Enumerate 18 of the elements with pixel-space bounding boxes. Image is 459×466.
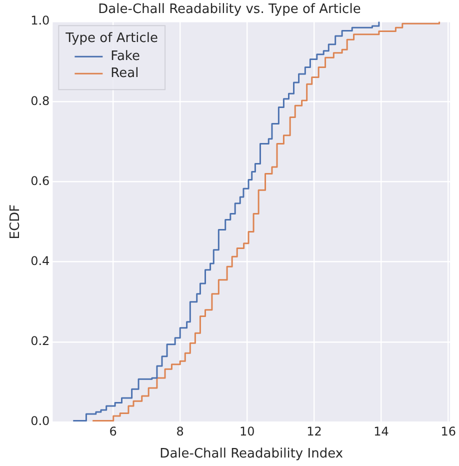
y-tick-label: 0.4	[30, 254, 50, 268]
x-tick-label: 6	[109, 424, 117, 438]
chart-title: Dale-Chall Readability vs. Type of Article	[98, 2, 361, 18]
y-tick-label: 0.0	[30, 414, 50, 428]
legend-title: Type of Article	[64, 30, 158, 46]
y-tick-label: 1.0	[30, 14, 50, 28]
x-tick-label: 10	[240, 424, 255, 438]
y-tick-label: 0.8	[30, 94, 50, 108]
y-tick-label: 0.6	[30, 174, 50, 188]
x-axis-title: Dale-Chall Readability Index	[160, 446, 344, 462]
legend-label: Fake	[110, 48, 140, 64]
x-tick-label: 16	[440, 424, 456, 438]
x-tick-label: 12	[306, 424, 322, 438]
x-tick-label: 8	[176, 424, 184, 438]
y-axis-title: ECDF	[8, 204, 24, 240]
y-tick-label: 0.2	[30, 334, 50, 348]
legend-label: Real	[110, 66, 139, 81]
x-tick-label: 14	[374, 424, 389, 438]
